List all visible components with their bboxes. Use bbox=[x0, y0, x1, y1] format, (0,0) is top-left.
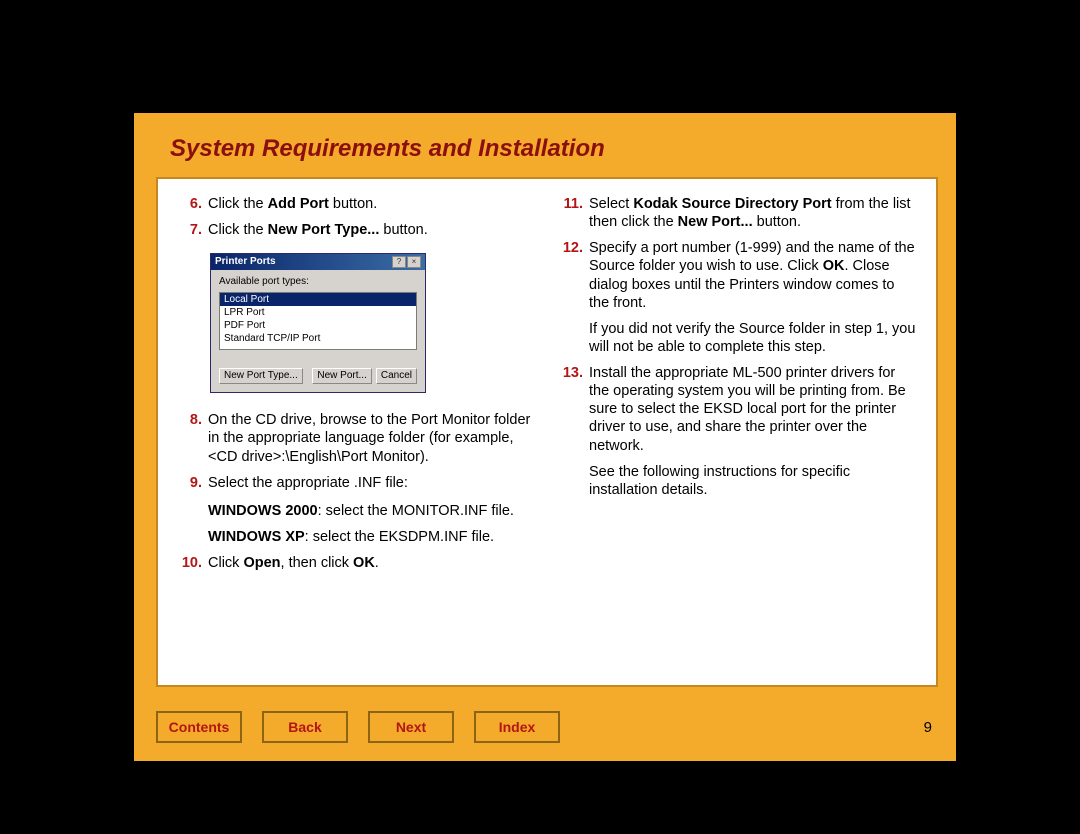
step-number: 9. bbox=[178, 474, 202, 546]
printer-ports-dialog: Printer Ports ? × Available port types: … bbox=[210, 253, 426, 393]
document-page: System Requirements and Installation 6. … bbox=[134, 113, 956, 761]
page-number: 9 bbox=[924, 719, 938, 736]
step-text: Install the appropriate ML-500 printer d… bbox=[589, 364, 916, 499]
step-number: 6. bbox=[178, 195, 202, 213]
step-text: Specify a port number (1-999) and the na… bbox=[589, 239, 916, 356]
step-number: 8. bbox=[178, 411, 202, 465]
step-text: Select the appropriate .INF file: WINDOW… bbox=[208, 474, 535, 546]
step-text: Click the New Port Type... button. bbox=[208, 221, 535, 239]
content-area: 6. Click the Add Port button. 7. Click t… bbox=[156, 177, 938, 687]
close-icon[interactable]: × bbox=[407, 256, 421, 268]
step-11: 11. Select Kodak Source Directory Port f… bbox=[559, 195, 916, 231]
new-port-type-button[interactable]: New Port Type... bbox=[219, 368, 303, 385]
step-10: 10. Click Open, then click OK. bbox=[178, 554, 535, 572]
next-button[interactable]: Next bbox=[368, 711, 454, 743]
step-number: 11. bbox=[559, 195, 583, 231]
step-9: 9. Select the appropriate .INF file: WIN… bbox=[178, 474, 535, 546]
left-column: 6. Click the Add Port button. 7. Click t… bbox=[178, 195, 535, 669]
list-item[interactable]: PDF Port bbox=[220, 319, 416, 332]
contents-button[interactable]: Contents bbox=[156, 711, 242, 743]
step-text: On the CD drive, browse to the Port Moni… bbox=[208, 411, 535, 465]
dialog-buttons: New Port Type... New Port... Cancel bbox=[219, 368, 417, 385]
page-title: System Requirements and Installation bbox=[170, 135, 928, 163]
title-bar: System Requirements and Installation bbox=[134, 113, 956, 177]
dialog-title: Printer Ports bbox=[215, 256, 276, 269]
back-button[interactable]: Back bbox=[262, 711, 348, 743]
step-6: 6. Click the Add Port button. bbox=[178, 195, 535, 213]
port-types-list[interactable]: Local Port LPR Port PDF Port Standard TC… bbox=[219, 292, 417, 350]
right-column: 11. Select Kodak Source Directory Port f… bbox=[559, 195, 916, 669]
step-number: 13. bbox=[559, 364, 583, 499]
index-button[interactable]: Index bbox=[474, 711, 560, 743]
available-port-types-label: Available port types: bbox=[219, 276, 417, 289]
step-text: Click the Add Port button. bbox=[208, 195, 535, 213]
step-7: 7. Click the New Port Type... button. bbox=[178, 221, 535, 239]
step-text: Click Open, then click OK. bbox=[208, 554, 535, 572]
step-number: 7. bbox=[178, 221, 202, 239]
list-item[interactable]: Local Port bbox=[220, 293, 416, 306]
dialog-controls: ? × bbox=[392, 256, 421, 268]
dialog-body: Available port types: Local Port LPR Por… bbox=[211, 270, 425, 392]
step-12: 12. Specify a port number (1-999) and th… bbox=[559, 239, 916, 356]
cancel-button[interactable]: Cancel bbox=[376, 368, 417, 385]
step-8: 8. On the CD drive, browse to the Port M… bbox=[178, 411, 535, 465]
step-13: 13. Install the appropriate ML-500 print… bbox=[559, 364, 916, 499]
new-port-button[interactable]: New Port... bbox=[312, 368, 371, 385]
list-item[interactable]: Standard TCP/IP Port bbox=[220, 332, 416, 345]
help-icon[interactable]: ? bbox=[392, 256, 406, 268]
dialog-titlebar: Printer Ports ? × bbox=[211, 254, 425, 270]
step-number: 10. bbox=[178, 554, 202, 572]
step-number: 12. bbox=[559, 239, 583, 356]
list-item[interactable]: LPR Port bbox=[220, 306, 416, 319]
nav-bar: Contents Back Next Index 9 bbox=[156, 709, 938, 745]
step-text: Select Kodak Source Directory Port from … bbox=[589, 195, 916, 231]
